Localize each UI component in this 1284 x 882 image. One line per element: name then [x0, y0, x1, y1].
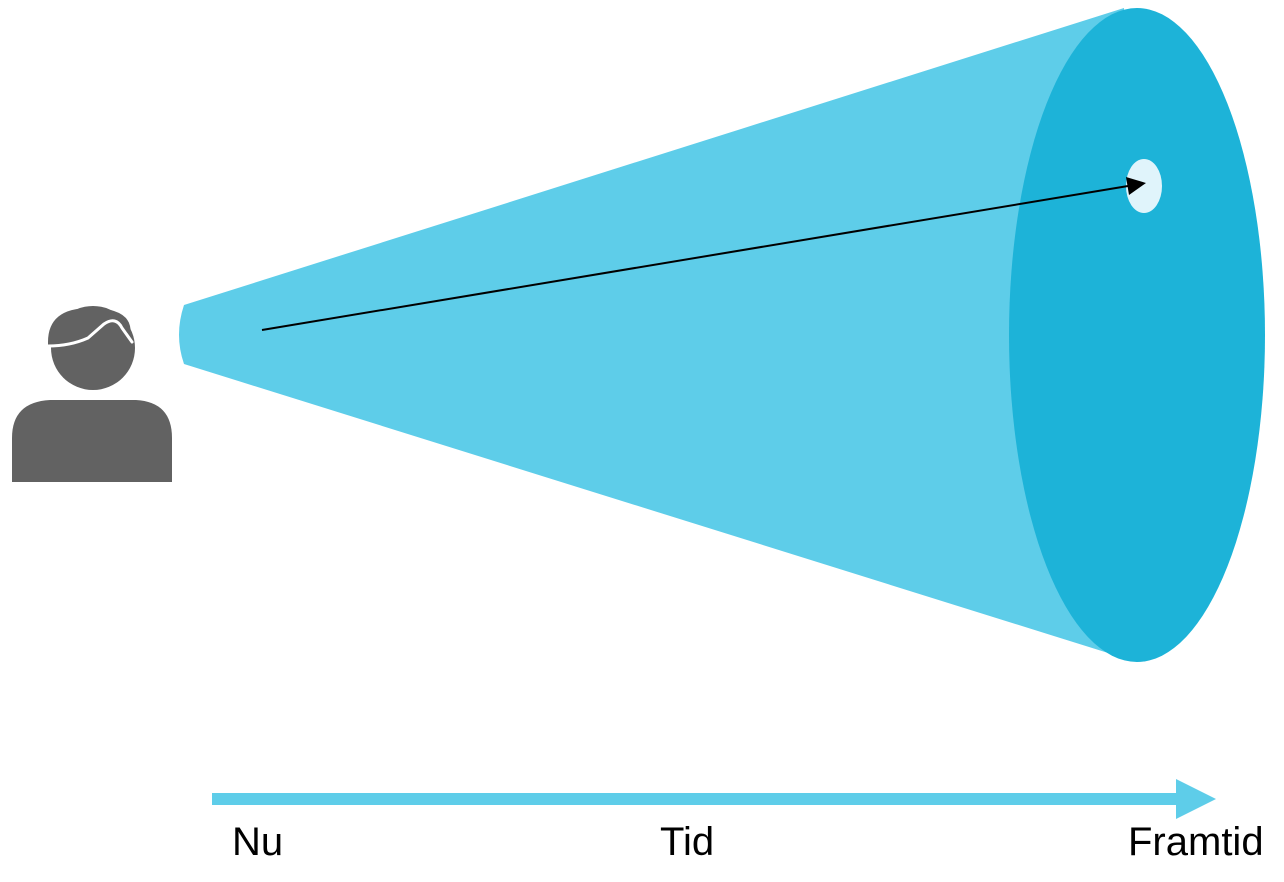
timeline-middle-label: Tid	[660, 820, 715, 864]
timeline-end-label: Framtid	[1128, 820, 1264, 864]
timeline-start-label: Nu	[232, 820, 284, 864]
person-icon	[12, 306, 172, 482]
future-cone-base	[1009, 8, 1265, 662]
future-cone-body	[179, 8, 1137, 662]
timeline-arrow	[212, 779, 1216, 819]
trajectory-arrow	[261, 177, 1146, 331]
target-point	[1126, 159, 1162, 213]
